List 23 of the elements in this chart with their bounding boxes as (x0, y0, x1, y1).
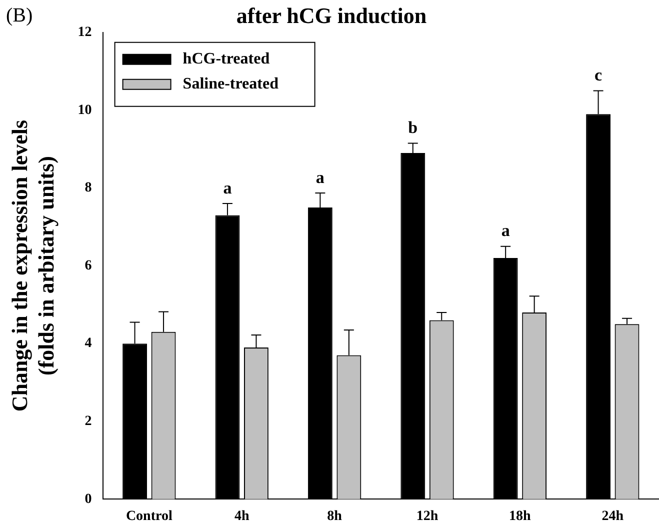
y-tick-label: 2 (84, 414, 92, 430)
x-tick-label: Control (126, 509, 172, 524)
x-tick-label: 12h (416, 509, 438, 524)
y-tick-label: 12 (78, 25, 92, 40)
legend-label: hCG-treated (182, 50, 270, 68)
annotation: c (594, 66, 603, 85)
annotation: a (223, 178, 232, 198)
y-tick-label: 10 (78, 102, 92, 118)
legend-label: Saline-treated (182, 76, 279, 93)
y-axis-title: Change in the expression levels (folds in arbitary units) (6, 120, 58, 412)
annotation: b (408, 118, 418, 138)
annotation: a (316, 168, 325, 187)
y-tick-label: 6 (84, 258, 92, 274)
chart-title: after hCG induction (236, 2, 427, 28)
annotation: a (501, 221, 510, 240)
y-tick-label: 8 (84, 180, 92, 196)
x-tick-label: 4h (234, 509, 250, 524)
x-tick-label: 18h (509, 509, 532, 524)
text: (B) (6, 4, 33, 26)
x-tick-label: 24h (602, 509, 624, 524)
x-tick-label: 8h (327, 509, 342, 524)
y-tick-label: 0 (84, 492, 92, 507)
y-tick-label: 4 (84, 336, 92, 352)
